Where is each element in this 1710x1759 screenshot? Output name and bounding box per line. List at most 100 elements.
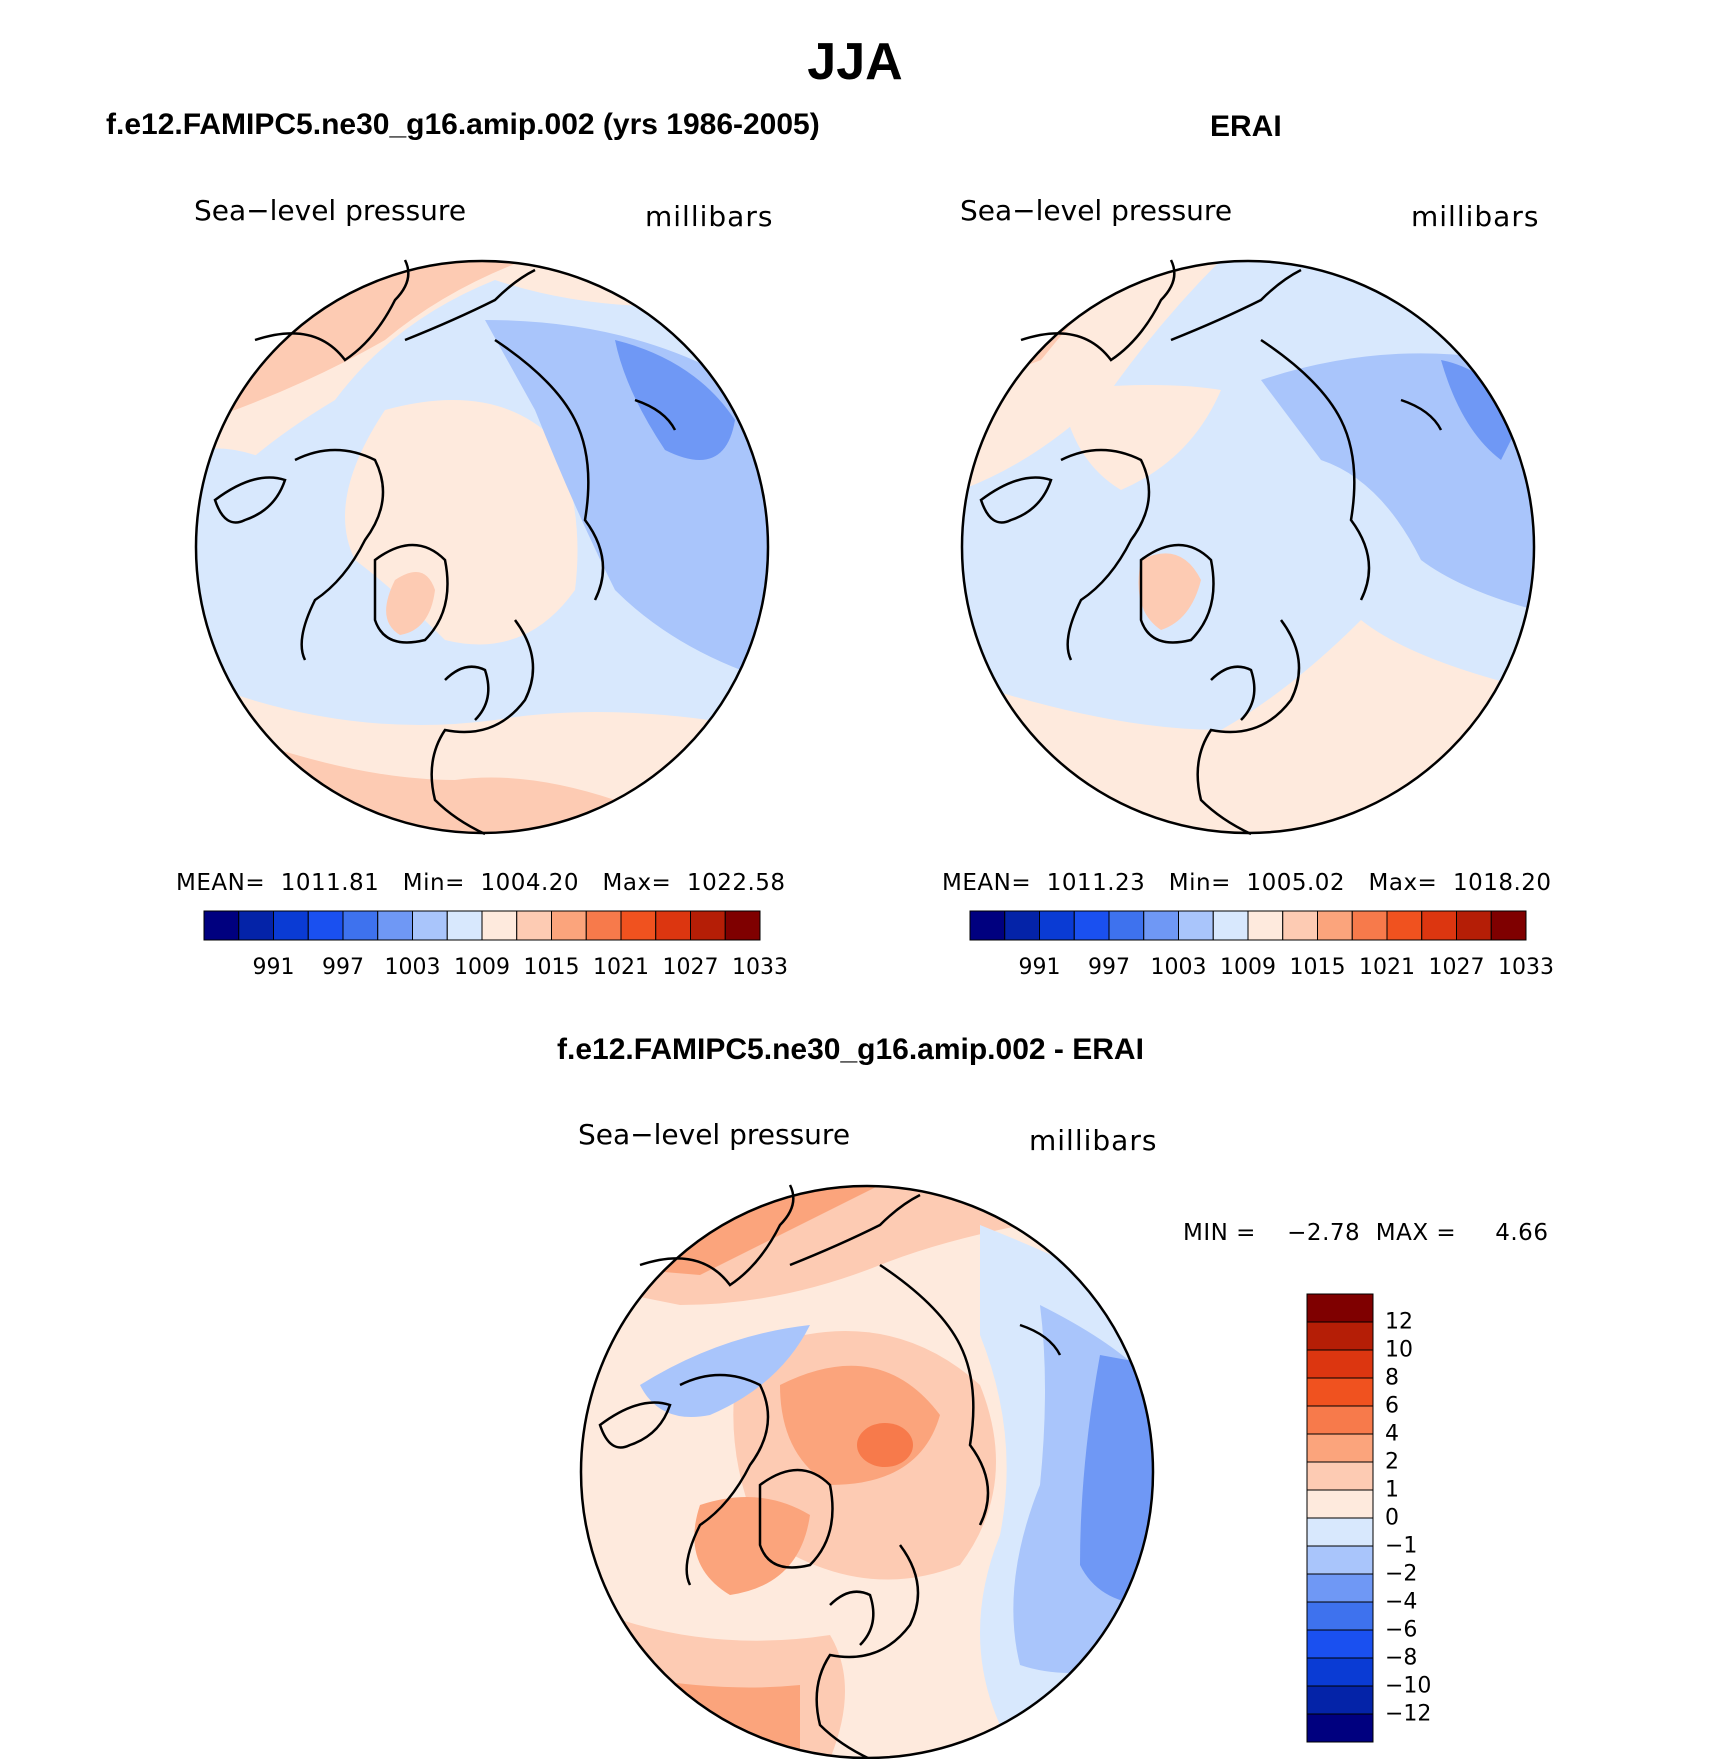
colorbar-swatch: [1306, 1405, 1374, 1435]
model-variable-label: Sea−level pressure: [194, 194, 467, 227]
colorbar-swatch: [307, 910, 344, 941]
colorbar-swatch: [1306, 1573, 1374, 1603]
diff-colorbar-tick: 10: [1385, 1337, 1413, 1363]
obs-map-border: [960, 259, 1536, 835]
model-coastlines: [213, 259, 677, 836]
model-colorbar-tick: 1021: [593, 955, 649, 980]
diff-colorbar-tick: −4: [1385, 1589, 1418, 1615]
colorbar-swatch: [1212, 910, 1249, 941]
obs-field-siberian-low-2: [1441, 360, 1521, 460]
colorbar-swatch: [1306, 1517, 1374, 1547]
diff-panel-title: f.e12.FAMIPC5.ne30_g16.amip.002 - ERAI: [557, 1033, 1144, 1066]
figure-title: JJA: [807, 33, 903, 91]
model-colorbar-tick: 1003: [384, 955, 441, 980]
colorbar-swatch: [1306, 1601, 1374, 1631]
diff-colorbar-tick: −8: [1385, 1645, 1418, 1671]
model-colorbar-tick: 1033: [732, 955, 788, 980]
model-field-siberian-low-2: [615, 340, 735, 460]
colorbar-swatch: [1073, 910, 1110, 941]
colorbar-swatch: [1306, 1685, 1374, 1715]
model-field-greenland: [386, 572, 435, 635]
diff-colorbar-tick: 2: [1385, 1449, 1399, 1475]
diff-polar-map: [579, 1184, 1155, 1759]
diff-variable-label: Sea−level pressure: [578, 1118, 851, 1151]
colorbar-swatch: [516, 910, 552, 941]
model-polar-map: [194, 259, 770, 836]
obs-colorbar-tick: 1027: [1428, 955, 1485, 980]
obs-colorbar-tick: 997: [1088, 955, 1130, 980]
model-colorbar-tick: 991: [252, 955, 295, 980]
diff-colorbar-tick: 0: [1385, 1505, 1399, 1531]
colorbar-swatch: [620, 910, 657, 941]
diff-field-siberia-neg-3: [1080, 1355, 1153, 1605]
diff-colorbar-tick: −1: [1385, 1533, 1418, 1559]
colorbar-swatch: [1421, 910, 1457, 941]
model-colorbar-tick: 1027: [662, 955, 719, 980]
obs-colorbar-tick: 1021: [1359, 955, 1415, 980]
obs-variable-label: Sea−level pressure: [960, 194, 1233, 227]
obs-colorbar-tick: 1015: [1289, 955, 1346, 980]
diff-colorbar-tick: 4: [1385, 1421, 1399, 1447]
obs-colorbar-tick: 1003: [1150, 955, 1207, 980]
diff-colorbar: [1306, 1293, 1374, 1743]
model-colorbar-labels: 991 997 1003 1009 1015 1021 1027 1033: [204, 955, 789, 985]
colorbar-swatch: [1282, 910, 1318, 941]
obs-field-greenland: [1138, 553, 1201, 630]
diff-stats: MIN = −2.78 MAX = 4.66: [1183, 1220, 1549, 1246]
obs-polar-map: [960, 259, 1536, 836]
colorbar-swatch: [724, 910, 761, 941]
diff-coastlines: [598, 1184, 1062, 1759]
model-map-border: [194, 259, 770, 835]
colorbar-swatch: [655, 910, 691, 941]
model-colorbar-tick: 1009: [454, 955, 510, 980]
model-colorbar-tick: 997: [322, 955, 364, 980]
obs-colorbar-tick: 1033: [1498, 955, 1554, 980]
colorbar-swatch: [585, 910, 622, 941]
colorbar-swatch: [1490, 910, 1527, 941]
diff-colorbar-tick: 12: [1385, 1309, 1413, 1335]
diff-colorbar-tick: −2: [1385, 1561, 1418, 1587]
colorbar-swatch: [377, 910, 413, 941]
colorbar-swatch: [1351, 910, 1388, 941]
obs-stats: MEAN= 1011.23 Min= 1005.02 Max= 1018.20: [942, 870, 1552, 896]
colorbar-swatch: [1039, 910, 1075, 941]
colorbar-swatch: [1306, 1713, 1374, 1743]
colorbar-swatch: [238, 910, 274, 941]
colorbar-swatch: [1317, 910, 1353, 941]
obs-field-atlantic-high: [962, 620, 1534, 833]
colorbar-swatch: [1306, 1545, 1374, 1575]
colorbar-swatch: [1456, 910, 1492, 941]
diff-colorbar-tick: −12: [1385, 1701, 1432, 1727]
colorbar-swatch: [273, 910, 309, 941]
colorbar-swatch: [1386, 910, 1423, 941]
diff-units-label: millibars: [1029, 1124, 1158, 1157]
colorbar-swatch: [412, 910, 448, 941]
colorbar-swatch: [1306, 1349, 1374, 1379]
colorbar-swatch: [1306, 1321, 1374, 1351]
colorbar-swatch: [690, 910, 726, 941]
obs-field-siberia-high: [1061, 385, 1221, 490]
colorbar-swatch: [1306, 1293, 1374, 1323]
colorbar-swatch: [1306, 1377, 1374, 1407]
diff-field-canada-neg: [640, 1325, 810, 1417]
model-panel-title: f.e12.FAMIPC5.ne30_g16.amip.002 (yrs 198…: [106, 108, 820, 141]
colorbar-swatch: [342, 910, 379, 941]
obs-panel-title: ERAI: [1210, 110, 1282, 143]
obs-coastlines: [979, 259, 1443, 836]
diff-field-arctic-max: [857, 1423, 913, 1467]
colorbar-swatch: [969, 910, 1006, 941]
diff-colorbar-tick: −6: [1385, 1617, 1418, 1643]
colorbar-swatch: [551, 910, 587, 941]
model-colorbar-tick: 1015: [523, 955, 580, 980]
obs-colorbar: [969, 910, 1527, 941]
model-colorbar: [203, 910, 761, 941]
diff-colorbar-tick: 6: [1385, 1393, 1399, 1419]
colorbar-swatch: [481, 910, 518, 941]
colorbar-swatch: [1004, 910, 1040, 941]
model-field-canada-low: [196, 448, 315, 590]
model-stats: MEAN= 1011.81 Min= 1004.20 Max= 1022.58: [176, 870, 786, 896]
obs-units-label: millibars: [1411, 200, 1540, 233]
colorbar-swatch: [1178, 910, 1214, 941]
colorbar-swatch: [1306, 1489, 1374, 1519]
diff-colorbar-tick: −10: [1385, 1673, 1432, 1699]
